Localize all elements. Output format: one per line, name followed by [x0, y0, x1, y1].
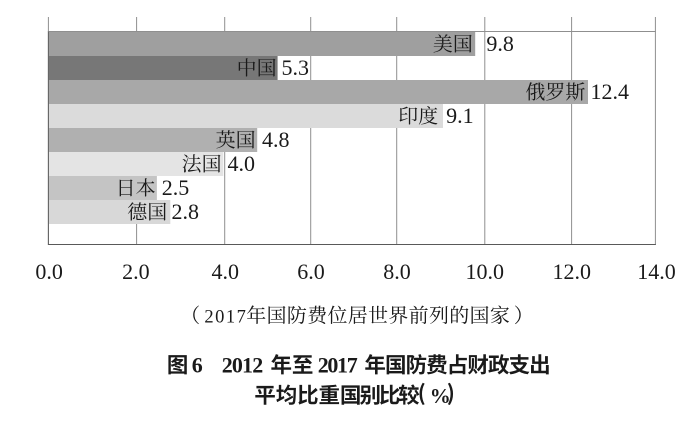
svg-text:6: 6: [192, 353, 203, 378]
svg-text:6.0: 6.0: [297, 259, 325, 284]
svg-text:14.0: 14.0: [637, 259, 676, 284]
svg-text:12.4: 12.4: [591, 79, 630, 104]
svg-text:4.0: 4.0: [211, 259, 239, 284]
svg-text:2012: 2012: [222, 353, 264, 378]
svg-text:5.3: 5.3: [282, 55, 310, 80]
svg-text:8.0: 8.0: [383, 259, 411, 284]
svg-text:4.8: 4.8: [262, 127, 290, 152]
svg-text:4.0: 4.0: [228, 151, 256, 176]
svg-text:0.0: 0.0: [35, 259, 63, 284]
svg-text:2.0: 2.0: [122, 259, 150, 284]
svg-text:2.8: 2.8: [172, 199, 200, 224]
svg-text:9.1: 9.1: [446, 103, 474, 128]
svg-text:10.0: 10.0: [466, 259, 505, 284]
svg-text:%: %: [430, 384, 451, 408]
svg-text:9.8: 9.8: [486, 31, 514, 56]
svg-text:12.0: 12.0: [553, 259, 592, 284]
svg-text:2017: 2017: [318, 353, 358, 378]
svg-text:2.5: 2.5: [162, 175, 190, 200]
svg-text:2017: 2017: [204, 307, 246, 327]
